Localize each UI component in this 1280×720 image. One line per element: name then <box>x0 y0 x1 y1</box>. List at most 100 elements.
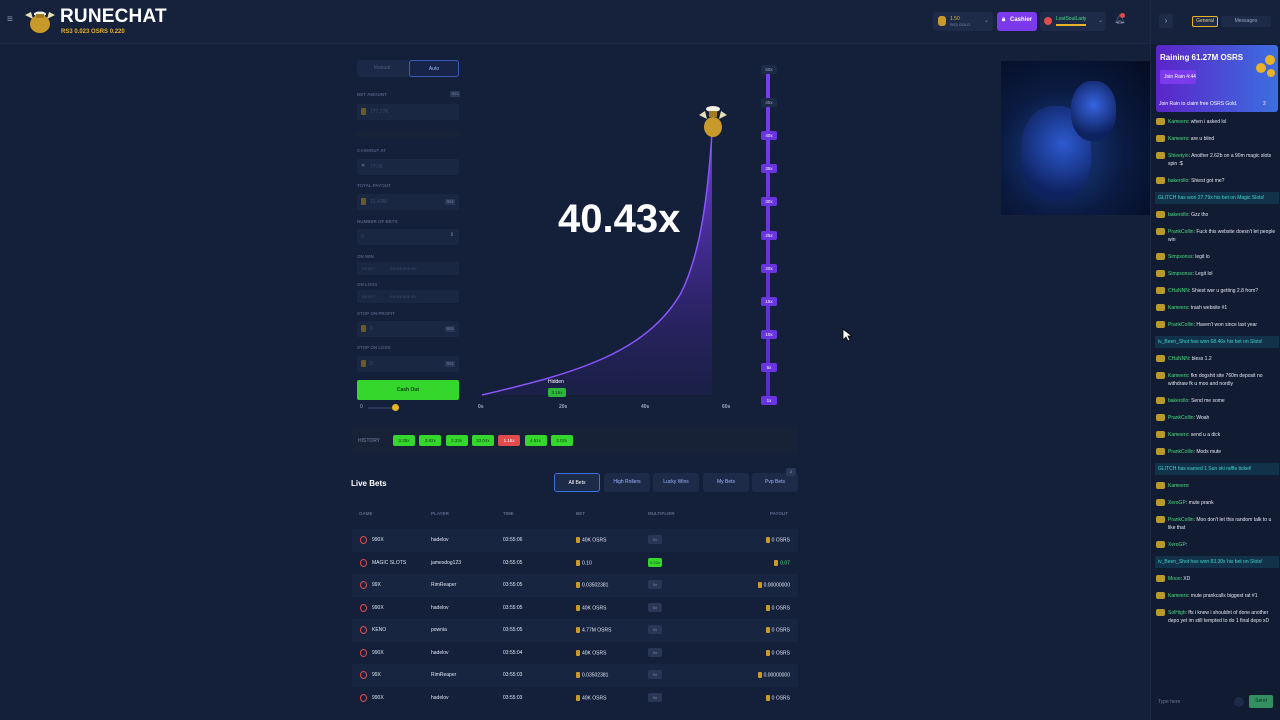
chat-username[interactable]: PrankCollin <box>1168 322 1194 328</box>
history-multiplier-chip[interactable]: 2.33x <box>445 435 468 446</box>
chat-username[interactable]: XeroGP <box>1168 500 1186 506</box>
table-row[interactable]: 99X RimReaper 03:55:03 0.03502381 0x 0.000000… <box>352 664 798 687</box>
table-row[interactable]: KENO pownia 03:55:05 4.77M OSRS 0x 0 OSRS <box>352 619 798 642</box>
chat-username[interactable]: Kameers <box>1168 432 1189 438</box>
table-row[interactable]: 990X hadelov 03:55:06 40K OSRS 0x 0 OSRS <box>352 529 798 552</box>
chat-username[interactable]: Kameers <box>1168 305 1189 311</box>
speed-slider[interactable]: 0 <box>360 404 400 412</box>
send-button[interactable]: Send <box>1249 695 1273 708</box>
hamburger-menu-icon[interactable]: ≡ <box>7 14 13 25</box>
chat-username[interactable]: Simpsonss <box>1168 271 1193 277</box>
tab-lucky-wins[interactable]: Lucky Wins <box>653 473 699 492</box>
row-player[interactable]: hadelov <box>431 604 449 611</box>
stop-on-profit-input[interactable]: 0 RS3 <box>357 321 459 337</box>
avatar <box>1156 397 1165 404</box>
history-multiplier-chip[interactable]: 3.82x <box>419 435 442 446</box>
chat-username[interactable]: bakerollo <box>1168 178 1189 184</box>
chat-username[interactable]: PrankCollin <box>1168 449 1194 455</box>
chat-username[interactable]: Kameers <box>1168 373 1189 379</box>
chat-username[interactable]: bakerollo <box>1168 212 1189 218</box>
cashout-at-input[interactable]: ✕ 77.00 <box>357 159 459 175</box>
rain-banner: Raining 61.27M OSRS Join Rain 4:44 Join … <box>1156 45 1278 112</box>
table-row[interactable]: 990X hadelov 03:55:04 40K OSRS 0x 0 OSRS <box>352 642 798 665</box>
chat-input[interactable]: Type here <box>1158 699 1181 705</box>
balance-selector[interactable]: 1.50 RS3 GOLD ⌄ <box>933 12 993 31</box>
row-player[interactable]: hadelov <box>431 537 449 543</box>
history-multiplier-chip[interactable]: 4.51x <box>524 435 547 446</box>
join-rain-button[interactable]: Join Rain 4:44 <box>1160 70 1196 84</box>
row-player[interactable]: jamesdog123 <box>431 559 462 566</box>
chat-username[interactable]: SolHigh <box>1168 610 1186 616</box>
bet-amount-input[interactable]: 777.77K <box>357 104 459 120</box>
chevron-down-icon[interactable]: ⌄ <box>1098 18 1104 24</box>
tab-my-bets[interactable]: My Bets <box>703 473 749 492</box>
chat-username[interactable]: Shieetyio <box>1168 153 1189 159</box>
bell-icon[interactable]: 🔔︎ <box>1114 14 1126 24</box>
bet-amount-slider[interactable] <box>357 131 459 138</box>
y-tick-label: 45x <box>761 98 777 108</box>
row-game: 99X <box>372 672 381 678</box>
chat-username[interactable]: Kameers <box>1168 593 1189 599</box>
emoji-icon[interactable] <box>1234 697 1244 707</box>
stop-on-loss-input[interactable]: 0 RS3 <box>357 356 459 372</box>
chat-message: XeroGP: <box>1155 539 1279 551</box>
row-multiplier: 0.70x <box>648 557 662 567</box>
brand-name[interactable]: RUNECHAT <box>60 6 167 27</box>
history-label: HISTORY <box>358 438 380 444</box>
table-row[interactable]: 990X hadelov 03:55:03 40K OSRS 0x 0 OSRS <box>352 687 798 710</box>
gold-coin-icon <box>576 559 580 566</box>
slider-knob[interactable] <box>392 404 399 411</box>
chat-username[interactable]: PrankCollin <box>1168 415 1194 421</box>
chat-username[interactable]: Kameers <box>1168 119 1189 125</box>
row-time: 03:55:05 <box>503 582 523 588</box>
gold-coin-icon <box>576 537 580 543</box>
row-player[interactable]: hadelov <box>431 649 449 656</box>
tab-auto[interactable]: Auto <box>409 60 459 77</box>
row-player[interactable]: RimReaper <box>431 672 457 678</box>
avatar <box>1156 448 1165 455</box>
table-row[interactable]: 990X hadelov 03:55:05 40K OSRS 0x 0 OSRS <box>352 597 798 620</box>
lock-icon: 🔒︎ <box>1002 17 1006 23</box>
history-multiplier-chip[interactable]: 33.04x <box>471 435 494 446</box>
row-bet: 0.03502381 <box>576 582 608 588</box>
chat-username[interactable]: Kameers <box>1168 483 1189 489</box>
row-player[interactable]: pownia <box>431 627 447 633</box>
chat-message: PrankCollin: Mods mute <box>1155 446 1279 458</box>
user-menu[interactable]: LostSoulLady ⌄ <box>1040 12 1106 31</box>
on-loss-increase-input[interactable]: INCREASE BY <box>387 290 459 303</box>
chat-username[interactable]: CHaNNN <box>1168 356 1189 362</box>
tab-manual[interactable]: Manual <box>373 65 391 71</box>
on-win-increase-input[interactable]: INCREASE BY <box>387 262 459 275</box>
chat-username[interactable]: Mooo <box>1168 576 1181 582</box>
chat-username[interactable]: bakerollo <box>1168 398 1189 404</box>
chat-username[interactable]: PrankCollin <box>1168 517 1194 523</box>
table-row[interactable]: MAGIC SLOTS jamesdog123 03:55:05 0.10 0.70x 0… <box>352 552 798 575</box>
tab-general[interactable]: General <box>1192 16 1218 27</box>
row-bet: 40K OSRS <box>576 537 606 543</box>
tab-messages[interactable]: Messages <box>1221 16 1271 27</box>
chat-username[interactable]: Simpsonss <box>1168 254 1193 260</box>
chevron-down-icon[interactable]: ⌄ <box>984 18 990 24</box>
cashier-button[interactable]: 🔒︎ Cashier <box>997 12 1037 31</box>
chat-username[interactable]: Kameers <box>1168 136 1189 142</box>
row-player[interactable]: hadelov <box>431 694 449 701</box>
row-player[interactable]: RimReaper <box>431 582 457 588</box>
chevron-right-icon[interactable]: › <box>1159 14 1173 28</box>
number-of-bets-input[interactable]: 0 ⇕ <box>357 229 459 245</box>
stepper-icon[interactable]: ⇕ <box>449 232 454 238</box>
cash-out-button[interactable]: Cash Out <box>357 380 459 400</box>
chat-username[interactable]: PrankCollin <box>1168 229 1194 235</box>
table-row[interactable]: 99X RimReaper 03:55:05 0.03502381 0x 0.000000… <box>352 574 798 597</box>
tab-high-rollers[interactable]: High Rollers <box>604 473 650 492</box>
row-time: 03:55:06 <box>503 537 523 543</box>
tab-all-bets[interactable]: All Bets <box>554 473 600 492</box>
total-payout-field: 31.43M RS3 <box>357 194 459 210</box>
history-multiplier-chip[interactable]: 3.35x <box>393 435 415 446</box>
history-multiplier-chip[interactable]: 2.02x <box>550 435 573 446</box>
chat-username[interactable]: XeroGP <box>1168 542 1186 548</box>
tab-pvp-bets[interactable]: Pvp Bets <box>752 473 798 492</box>
chat-username[interactable]: CHaNNN <box>1168 288 1189 294</box>
history-multiplier-chip[interactable]: 1.15x <box>498 435 521 446</box>
row-bet: 40K OSRS <box>576 694 606 701</box>
chat-message: Simpsonss: Legit lol <box>1155 268 1279 280</box>
